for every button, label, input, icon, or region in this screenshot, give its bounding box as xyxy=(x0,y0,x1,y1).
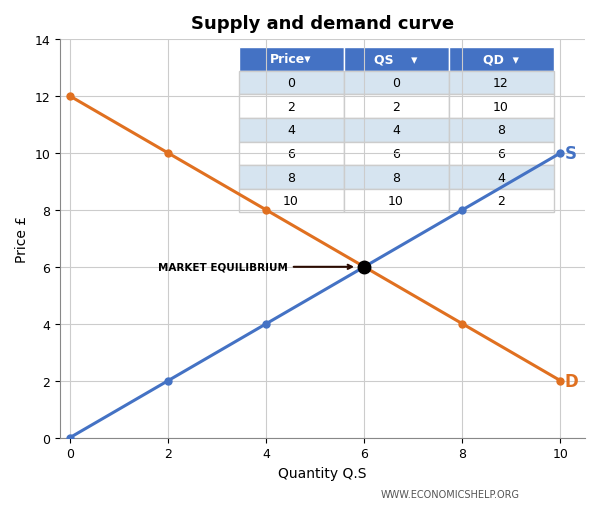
Y-axis label: Price £: Price £ xyxy=(15,215,29,263)
Text: MARKET EQUILIBRIUM: MARKET EQUILIBRIUM xyxy=(158,262,352,272)
Text: D: D xyxy=(565,372,578,390)
Title: Supply and demand curve: Supply and demand curve xyxy=(191,15,454,33)
Text: WWW.ECONOMICSHELP.ORG: WWW.ECONOMICSHELP.ORG xyxy=(380,489,520,499)
X-axis label: Quantity Q.S: Quantity Q.S xyxy=(278,466,367,480)
Text: S: S xyxy=(565,144,577,163)
